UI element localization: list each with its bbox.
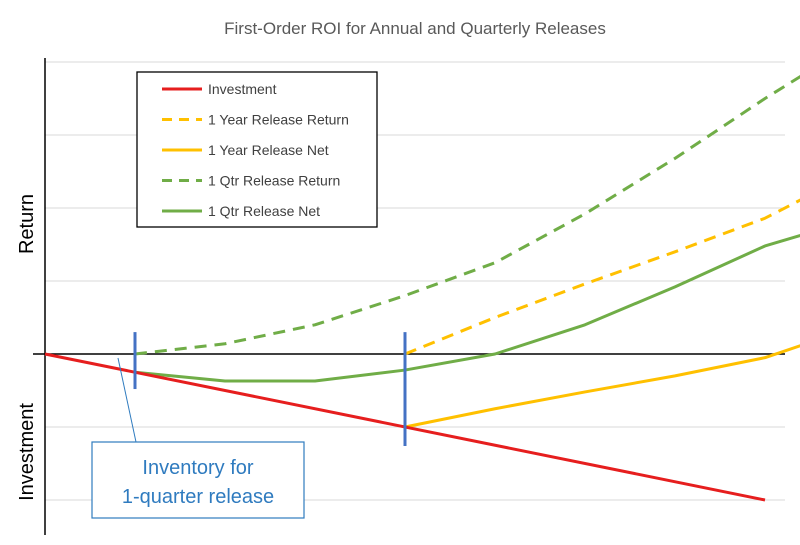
series-line-1-qtr-release-return (134, 74, 800, 356)
y-axis-label-investment: Investment (16, 403, 38, 501)
legend-label: Investment (208, 81, 277, 97)
series-line-1-year-release-net (404, 344, 800, 429)
callout-box (91, 441, 305, 519)
callout-leader-line (117, 357, 137, 443)
legend-label: 1 Year Release Return (208, 112, 349, 128)
y-axis-label-return: Return (16, 194, 38, 254)
series-line-1-qtr-release-net (134, 233, 800, 383)
marker-layer (133, 332, 407, 446)
legend: Investment 1 Year Release Return 1 Year Re… (136, 71, 378, 228)
series-line-1-year-release-return (404, 198, 800, 356)
callout-line-1: Inventory for (142, 457, 254, 479)
legend-label: 1 Qtr Release Return (208, 173, 340, 189)
chart-title: First-Order ROI for Annual and Quarterly… (224, 19, 606, 38)
legend-label: 1 Qtr Release Net (208, 203, 320, 219)
callout-line-2: 1-quarter release (122, 486, 274, 508)
legend-label: 1 Year Release Net (208, 142, 329, 158)
annotation-callout: Inventory for 1-quarter release (91, 357, 305, 519)
